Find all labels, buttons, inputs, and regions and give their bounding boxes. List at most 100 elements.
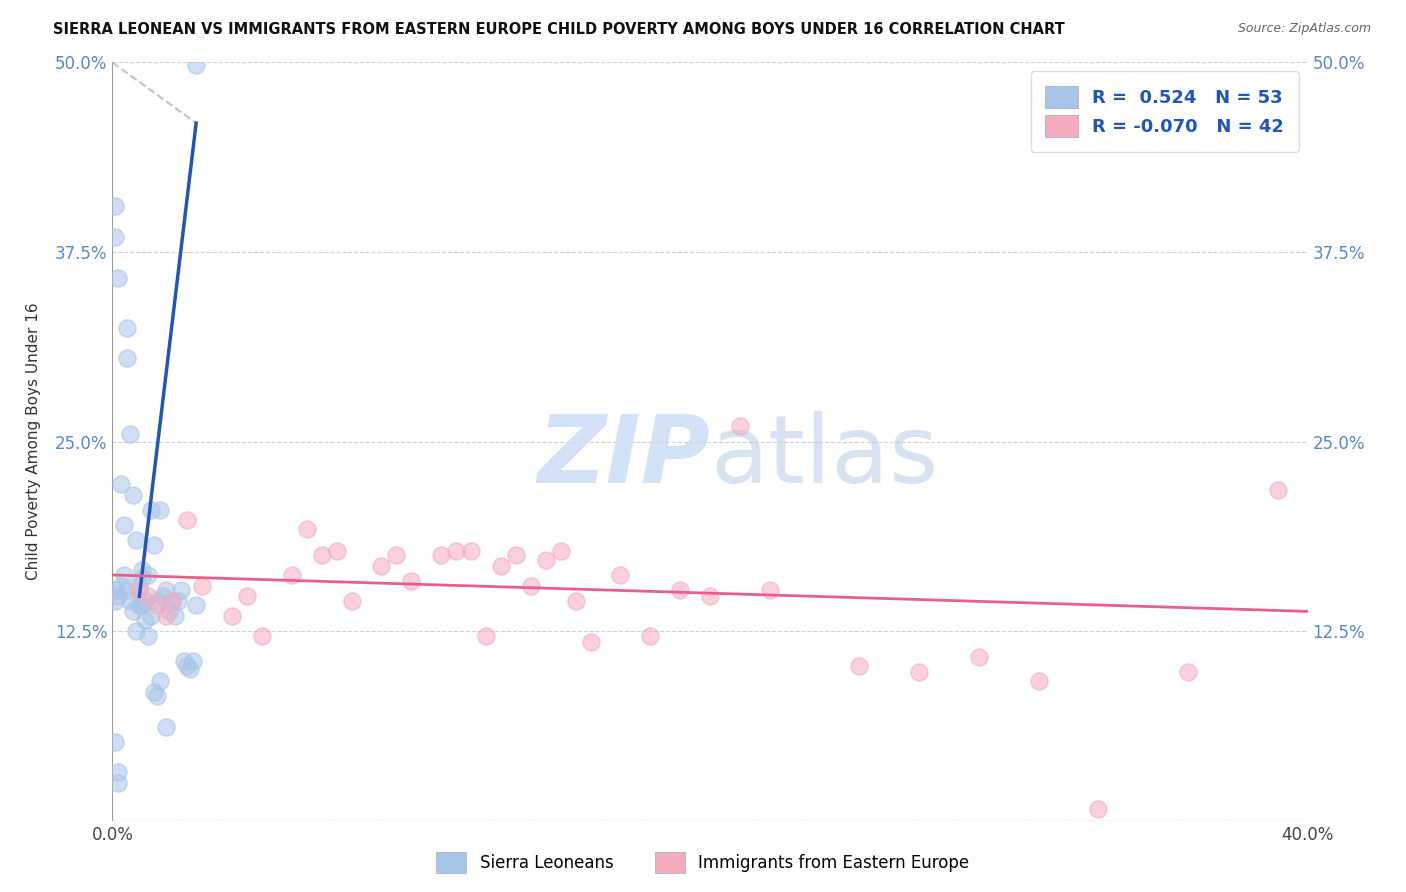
- Point: [107, 776, 129, 790]
- Point: [311, 548, 333, 563]
- Point: [186, 58, 208, 72]
- Point: [1267, 483, 1289, 497]
- Point: [505, 548, 527, 563]
- Legend: Sierra Leoneans, Immigrants from Eastern Europe: Sierra Leoneans, Immigrants from Eastern…: [430, 846, 976, 880]
- Point: [149, 503, 172, 517]
- Point: [104, 735, 127, 749]
- Point: [104, 583, 127, 598]
- Point: [107, 589, 129, 603]
- Point: [1087, 801, 1109, 815]
- Text: SIERRA LEONEAN VS IMMIGRANTS FROM EASTERN EUROPE CHILD POVERTY AMONG BOYS UNDER : SIERRA LEONEAN VS IMMIGRANTS FROM EASTER…: [53, 22, 1066, 37]
- Point: [173, 655, 195, 669]
- Text: Source: ZipAtlas.com: Source: ZipAtlas.com: [1237, 22, 1371, 36]
- Point: [1177, 665, 1199, 679]
- Point: [117, 320, 139, 334]
- Point: [640, 629, 662, 643]
- Point: [128, 579, 150, 593]
- Point: [122, 604, 145, 618]
- Point: [221, 608, 243, 623]
- Point: [146, 594, 169, 608]
- Point: [114, 568, 135, 582]
- Point: [165, 608, 187, 623]
- Point: [295, 523, 318, 537]
- Point: [155, 720, 177, 734]
- Point: [170, 583, 193, 598]
- Point: [908, 665, 931, 679]
- Legend: R =  0.524   N = 53, R = -0.070   N = 42: R = 0.524 N = 53, R = -0.070 N = 42: [1031, 71, 1299, 152]
- Point: [430, 548, 453, 563]
- Point: [520, 579, 543, 593]
- Point: [609, 568, 631, 582]
- Point: [138, 589, 160, 603]
- Point: [134, 594, 156, 608]
- Point: [669, 583, 692, 598]
- Point: [110, 477, 132, 491]
- Text: ZIP: ZIP: [537, 410, 710, 503]
- Point: [444, 543, 467, 558]
- Point: [236, 589, 259, 603]
- Point: [728, 419, 751, 434]
- Point: [250, 629, 273, 643]
- Point: [550, 543, 572, 558]
- Point: [564, 594, 586, 608]
- Point: [534, 553, 557, 567]
- Point: [107, 270, 129, 285]
- Point: [370, 558, 392, 573]
- Point: [131, 599, 153, 613]
- Point: [281, 568, 304, 582]
- Point: [179, 662, 201, 676]
- Text: atlas: atlas: [710, 410, 938, 503]
- Point: [489, 558, 512, 573]
- Point: [1028, 674, 1050, 689]
- Point: [699, 589, 721, 603]
- Point: [146, 599, 169, 613]
- Point: [125, 533, 148, 548]
- Point: [110, 579, 132, 593]
- Point: [107, 765, 129, 780]
- Point: [138, 629, 160, 643]
- Point: [155, 583, 177, 598]
- Point: [104, 229, 127, 244]
- Point: [385, 548, 408, 563]
- Point: [848, 659, 870, 673]
- Point: [143, 538, 166, 552]
- Point: [176, 513, 198, 527]
- Point: [167, 594, 190, 608]
- Point: [967, 649, 990, 664]
- Point: [134, 614, 156, 628]
- Point: [155, 608, 177, 623]
- Point: [186, 599, 208, 613]
- Point: [579, 634, 602, 648]
- Point: [128, 583, 150, 598]
- Point: [120, 427, 142, 442]
- Point: [759, 583, 782, 598]
- Point: [191, 579, 214, 593]
- Point: [181, 655, 204, 669]
- Point: [149, 674, 172, 689]
- Point: [460, 543, 482, 558]
- Point: [125, 624, 148, 639]
- Point: [157, 604, 180, 618]
- Point: [131, 571, 153, 585]
- Y-axis label: Child Poverty Among Boys Under 16: Child Poverty Among Boys Under 16: [27, 302, 41, 581]
- Point: [141, 503, 163, 517]
- Point: [146, 690, 169, 704]
- Point: [131, 564, 153, 578]
- Point: [117, 583, 139, 598]
- Point: [401, 574, 423, 588]
- Point: [104, 594, 127, 608]
- Point: [138, 568, 160, 582]
- Point: [162, 594, 183, 608]
- Point: [143, 685, 166, 699]
- Point: [122, 487, 145, 501]
- Point: [340, 594, 363, 608]
- Point: [152, 589, 174, 603]
- Point: [141, 608, 163, 623]
- Point: [475, 629, 498, 643]
- Point: [114, 517, 135, 532]
- Point: [120, 594, 142, 608]
- Point: [104, 199, 127, 213]
- Point: [117, 351, 139, 366]
- Point: [128, 599, 150, 613]
- Point: [176, 659, 198, 673]
